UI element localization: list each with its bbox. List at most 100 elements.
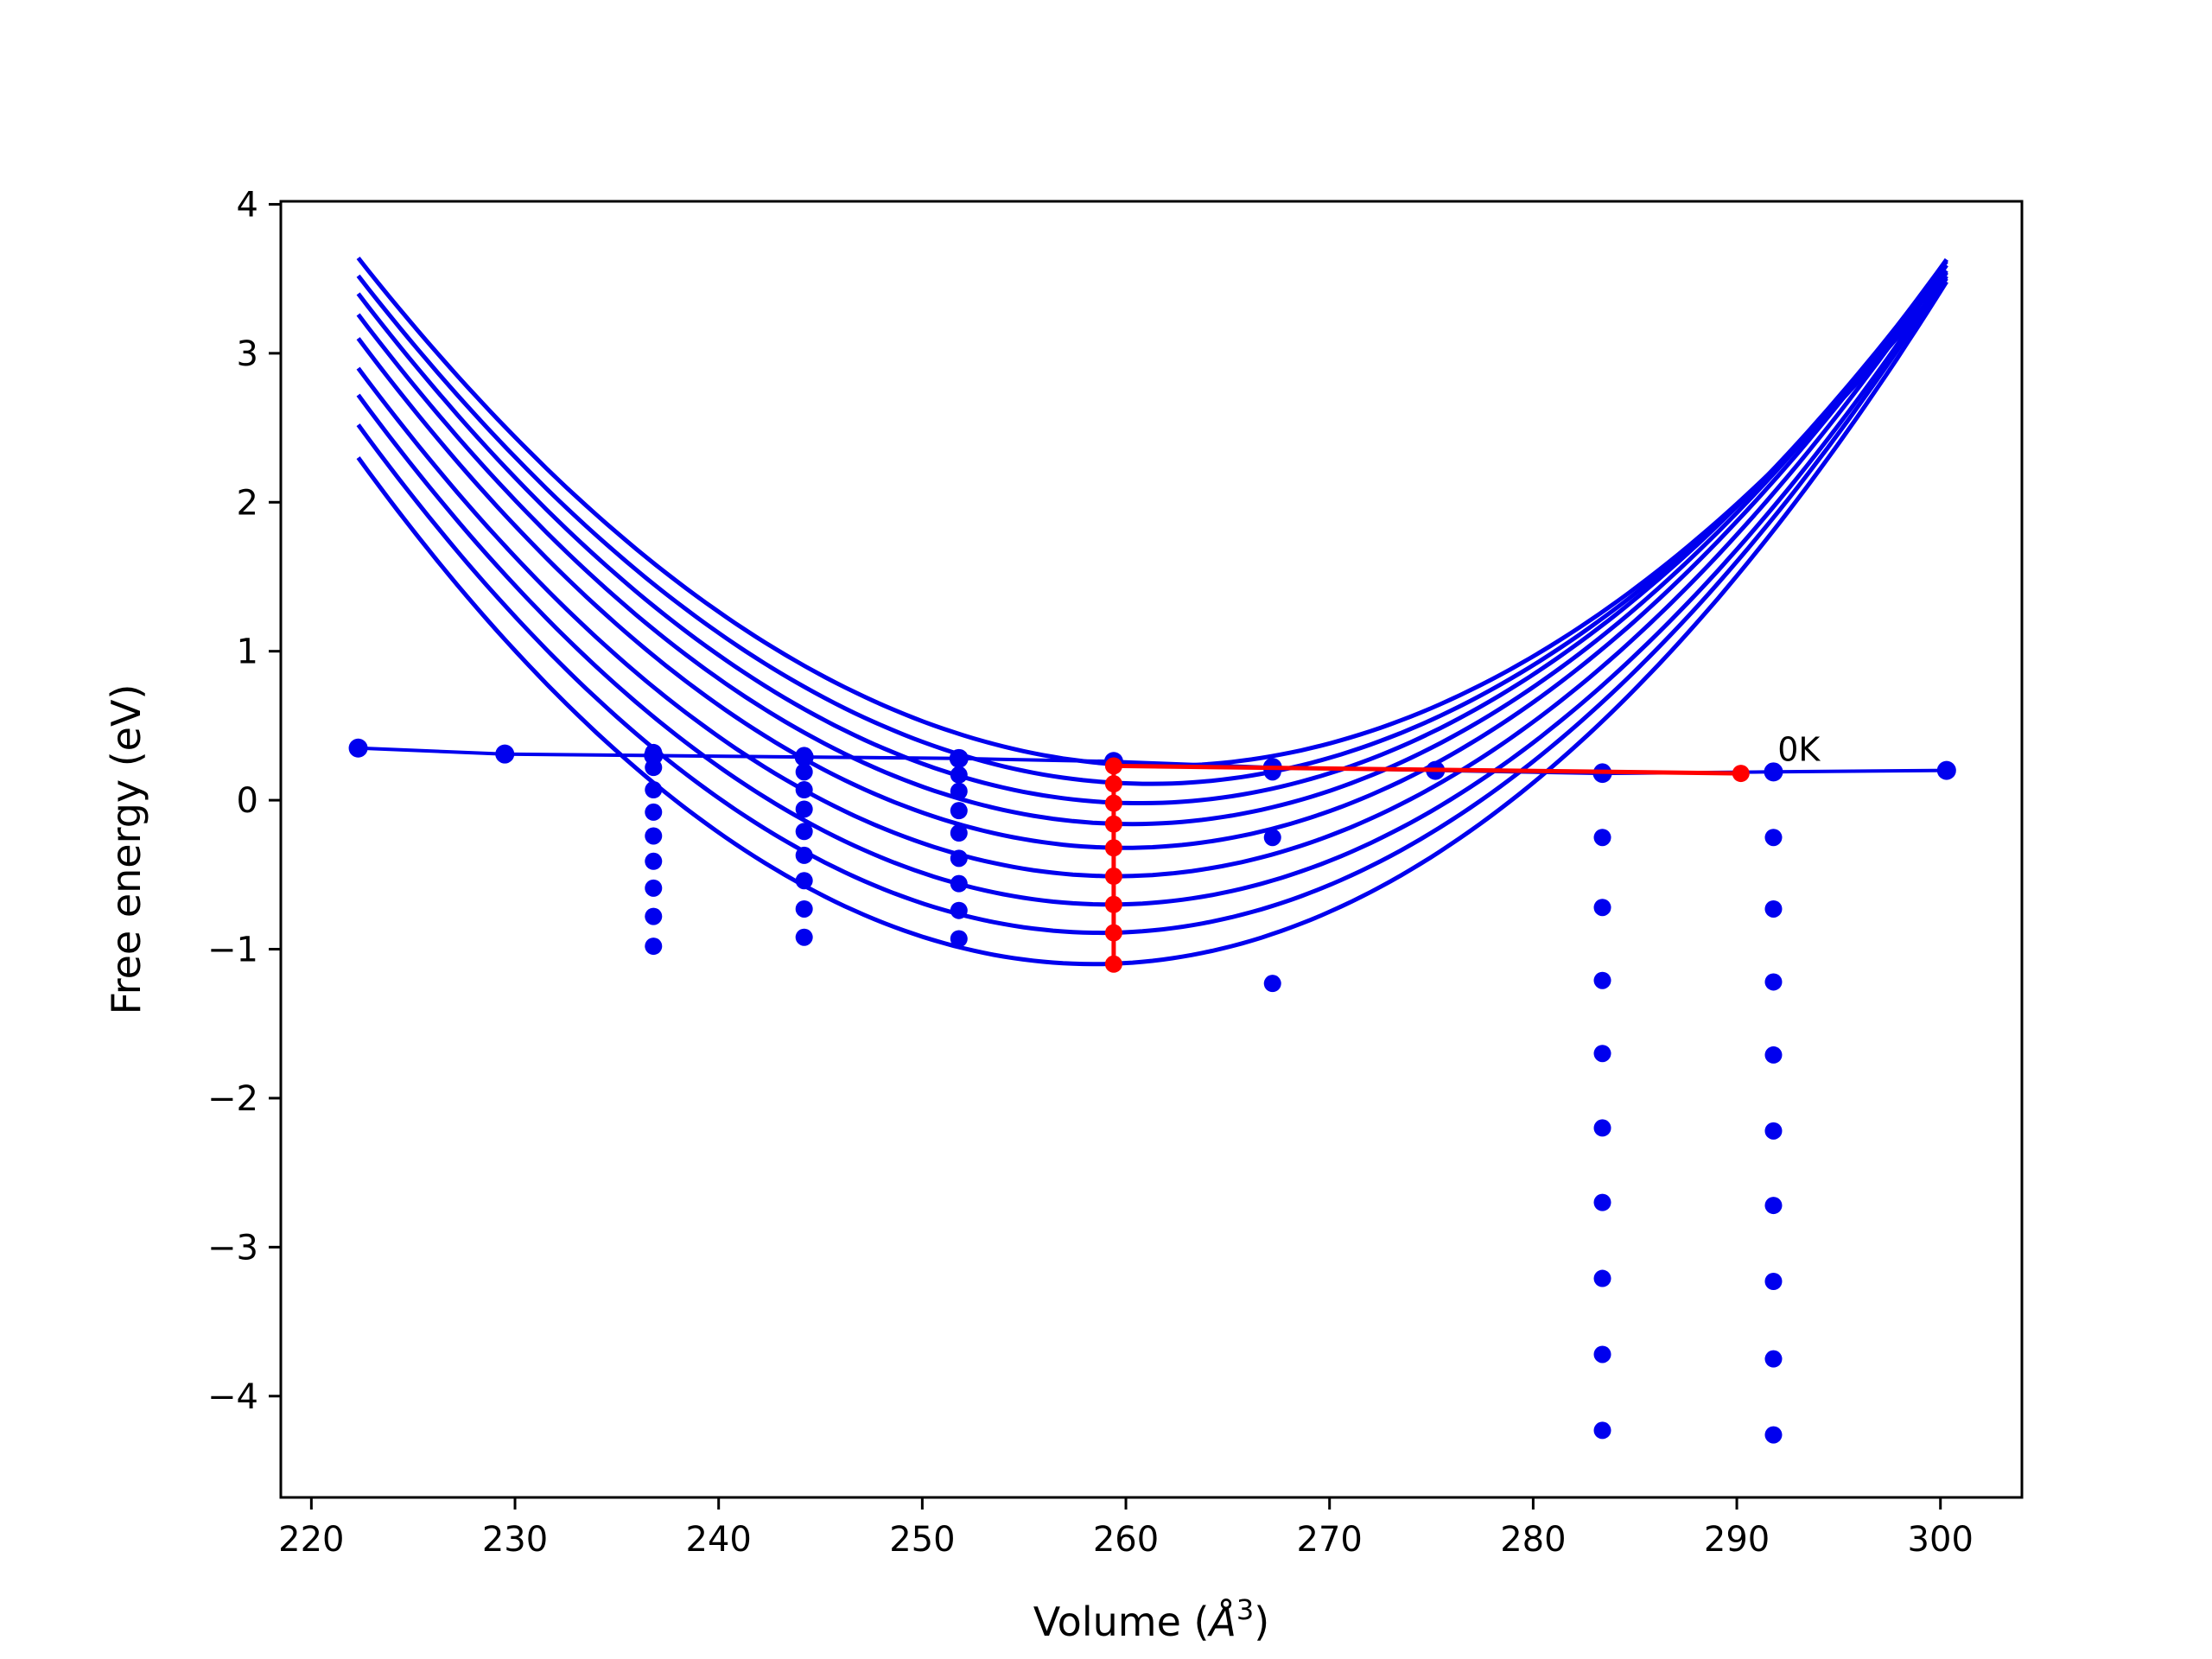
x-tick-label-6: 280 (1500, 1520, 1566, 1560)
data-point-28 (1263, 829, 1281, 847)
data-point-20 (950, 782, 968, 800)
equilibrium-point-0 (1732, 765, 1750, 783)
annotation-0k: 0K (1777, 730, 1821, 768)
y-axis-label: Free energy (eV) (103, 684, 149, 1015)
data-point-22 (950, 824, 968, 842)
equilibrium-line (1111, 763, 1741, 964)
data-point-43 (1764, 1046, 1783, 1064)
equilibrium-point-2 (1104, 775, 1122, 793)
y-tick-label-7: 3 (237, 334, 258, 374)
y-tick-label-1: −3 (207, 1228, 258, 1268)
data-point-11 (795, 781, 813, 799)
fit-curve-8 (356, 280, 1948, 967)
y-axis-ticks: −4 −3 −2 −1 0 1 2 3 4 (207, 185, 281, 1417)
y-tick-label-3: −1 (207, 931, 258, 970)
data-point-5 (645, 852, 663, 870)
fit-curve-7 (356, 275, 1948, 936)
x-tick-label-3: 250 (889, 1520, 955, 1560)
data-point-33 (1593, 971, 1611, 989)
zero-kelvin-line (358, 746, 1947, 776)
equilibrium-point-4 (1104, 815, 1122, 833)
data-point-26 (950, 930, 968, 948)
data-point-17 (795, 928, 813, 946)
x-tick-label-5: 270 (1297, 1520, 1363, 1560)
equilibrium-point-5 (1104, 839, 1122, 857)
y-tick-label-5: 1 (237, 632, 258, 672)
y-tick-label-0: −4 (207, 1377, 258, 1417)
x-axis-label-suffix: ) (1254, 1599, 1269, 1645)
data-point-37 (1593, 1269, 1611, 1287)
data-point-24 (950, 874, 968, 893)
y-tick-label-8: 4 (237, 185, 258, 225)
data-point-41 (1764, 899, 1783, 918)
x-axis-label-unit: Å (1206, 1599, 1236, 1645)
fitted-curves (356, 256, 1948, 967)
data-point-10 (795, 763, 813, 781)
data-point-2 (645, 781, 663, 799)
data-point-16 (795, 899, 813, 918)
equilibrium-point-3 (1104, 794, 1122, 812)
data-point-36 (1593, 1193, 1611, 1211)
equilibrium-point-1 (1104, 757, 1122, 775)
zero-kelvin-point-0 (348, 738, 368, 758)
x-axis-ticks: 220 230 240 250 260 270 280 290 300 (278, 1497, 1974, 1560)
data-point-34 (1593, 1045, 1611, 1063)
data-point-21 (950, 802, 968, 820)
x-tick-label-1: 230 (482, 1520, 548, 1560)
data-point-19 (950, 766, 968, 784)
data-point-9 (795, 747, 813, 765)
data-point-18 (950, 749, 968, 767)
equilibrium-point-7 (1104, 895, 1122, 913)
data-point-0 (645, 743, 663, 761)
x-axis-label-prefix: Volume ( (1033, 1599, 1210, 1645)
equilibrium-highlight (1104, 757, 1750, 973)
data-point-29 (1263, 975, 1281, 993)
data-point-44 (1764, 1122, 1783, 1140)
x-axis-label-exp: 3 (1236, 1593, 1254, 1626)
x-tick-label-7: 290 (1704, 1520, 1770, 1560)
fit-curve-6 (356, 270, 1948, 907)
x-tick-label-4: 260 (1093, 1520, 1159, 1560)
equilibrium-point-6 (1104, 868, 1122, 886)
data-point-46 (1764, 1273, 1783, 1290)
fit-curve-2 (356, 259, 1948, 805)
data-point-3 (645, 803, 663, 821)
y-tick-label-2: −2 (207, 1079, 258, 1119)
data-point-1 (645, 759, 663, 777)
equilibrium-point-9 (1104, 955, 1122, 973)
data-point-31 (1593, 829, 1611, 847)
data-point-7 (645, 907, 663, 925)
y-tick-label-4: 0 (237, 781, 258, 821)
data-point-13 (795, 823, 813, 841)
data-point-14 (795, 846, 813, 864)
data-point-38 (1593, 1345, 1611, 1363)
zero-kelvin-point-1 (495, 744, 515, 764)
data-point-23 (950, 849, 968, 868)
x-tick-label-2: 240 (686, 1520, 752, 1560)
data-point-32 (1593, 899, 1611, 917)
fit-curve-3 (356, 257, 1948, 827)
data-point-12 (795, 800, 813, 818)
x-axis-label: Volume (Å3) (1033, 1593, 1269, 1645)
zero-kelvin-point-10 (1936, 760, 1956, 780)
extra-point-0 (1593, 1421, 1611, 1440)
zero-kelvin-line-group (348, 738, 1956, 784)
data-point-42 (1764, 973, 1783, 991)
data-point-25 (950, 901, 968, 919)
data-point-6 (645, 879, 663, 897)
data-point-15 (795, 872, 813, 890)
data-point-40 (1764, 829, 1783, 847)
plot-frame (279, 200, 2024, 1499)
fit-curve-1 (356, 269, 1948, 786)
fit-curve-5 (356, 264, 1948, 879)
data-points (645, 743, 1783, 1444)
extra-point-1 (1764, 1426, 1783, 1444)
data-point-39 (1764, 763, 1783, 781)
data-point-47 (1764, 1350, 1783, 1368)
x-tick-label-0: 220 (278, 1520, 344, 1560)
equilibrium-point-8 (1104, 924, 1122, 942)
fit-curve-4 (356, 258, 1948, 850)
x-tick-label-8: 300 (1908, 1520, 1974, 1560)
data-point-35 (1593, 1119, 1611, 1137)
